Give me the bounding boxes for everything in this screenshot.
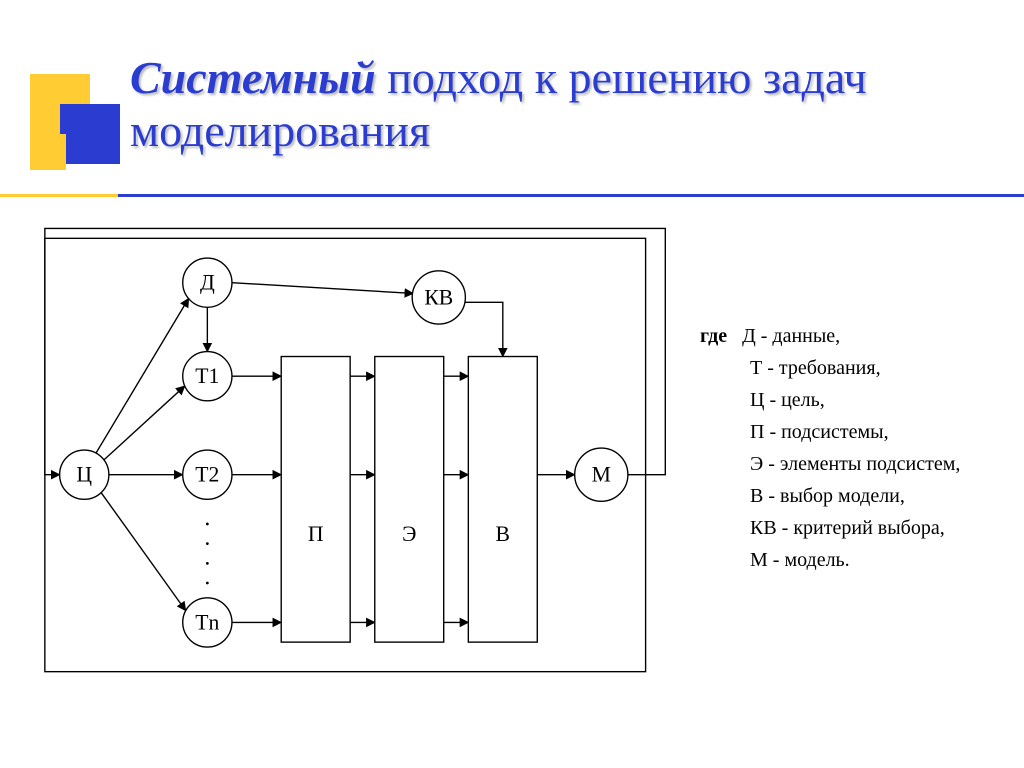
legend-row: где Д - данные, [700, 320, 960, 352]
page-title: Системный подход к решению задач моделир… [130, 52, 990, 158]
system-diagram: Ц Д Т1 Т2 Тn КВ М П Э В [35, 220, 685, 690]
svg-text:Д: Д [200, 271, 215, 295]
legend: где Д - данные, Т - требования, Ц - цель… [700, 320, 960, 576]
legend-row: М - модель. [700, 544, 960, 576]
title-emphasis: Системный [130, 52, 376, 103]
svg-text:Э: Э [402, 522, 416, 546]
svg-text:П: П [308, 522, 324, 546]
deco-blue-1 [60, 104, 120, 164]
legend-row: Ц - цель, [700, 384, 960, 416]
legend-row: Э - элементы подсистем, [700, 448, 960, 480]
deco-yellow-2 [30, 134, 66, 170]
legend-row: П - подсистемы, [700, 416, 960, 448]
svg-text:Ц: Ц [76, 463, 92, 487]
legend-row: В - выбор модели, [700, 480, 960, 512]
accent-line [0, 184, 1024, 187]
svg-text:КВ: КВ [424, 285, 453, 309]
svg-text:Т2: Т2 [195, 463, 219, 487]
legend-row: КВ - критерий выбора, [700, 512, 960, 544]
svg-text:М: М [592, 463, 611, 487]
svg-text:В: В [496, 522, 510, 546]
legend-row: Т - требования, [700, 352, 960, 384]
svg-text:Тn: Тn [195, 610, 219, 634]
svg-text:Т1: Т1 [195, 364, 219, 388]
